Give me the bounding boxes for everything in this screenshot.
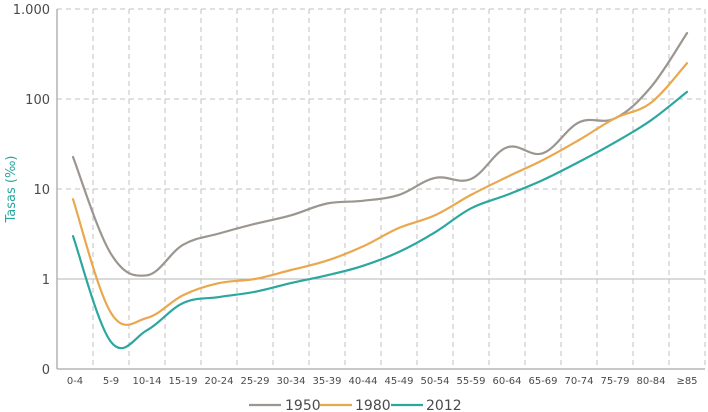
x-tick-label: 55-59 bbox=[456, 376, 485, 387]
x-tick-label: 80-84 bbox=[636, 376, 665, 387]
x-tick-label: 10-14 bbox=[132, 376, 161, 387]
x-tick-label: 40-44 bbox=[348, 376, 377, 387]
y-tick-label: 0 bbox=[42, 363, 50, 378]
x-axis-ticks: 0-4 5-9 10-14 15-19 20-24 25-29 30-34 35-39 40-4… bbox=[67, 376, 698, 387]
gridlines bbox=[57, 8, 706, 369]
x-tick-label: 60-64 bbox=[492, 376, 521, 387]
x-tick-label: 30-34 bbox=[276, 376, 305, 387]
legend-label-1980: 1980 bbox=[355, 398, 391, 412]
x-tick-label: 25-29 bbox=[240, 376, 269, 387]
x-tick-label: ≥85 bbox=[676, 376, 697, 387]
legend-label-2012: 2012 bbox=[426, 398, 462, 412]
x-tick-label: 15-19 bbox=[168, 376, 197, 387]
x-tick-label: 45-49 bbox=[384, 376, 413, 387]
series-line-1950 bbox=[71, 32, 689, 277]
x-tick-label: 70-74 bbox=[564, 376, 593, 387]
y-tick-label: 1.000 bbox=[13, 3, 50, 18]
legend-label-1950: 1950 bbox=[285, 398, 321, 412]
y-tick-label: 1 bbox=[42, 273, 50, 288]
x-tick-label: 35-39 bbox=[312, 376, 341, 387]
x-tick-label: 50-54 bbox=[420, 376, 449, 387]
x-tick-label: 0-4 bbox=[67, 376, 83, 387]
x-tick-label: 5-9 bbox=[103, 376, 119, 387]
y-tick-label: 100 bbox=[25, 93, 50, 108]
series-line-2012 bbox=[71, 90, 689, 350]
y-tick-label: 10 bbox=[33, 183, 50, 198]
x-tick-label: 20-24 bbox=[204, 376, 233, 387]
series-line-1980 bbox=[71, 62, 689, 326]
series-lines bbox=[71, 32, 689, 350]
x-tick-label: 75-79 bbox=[600, 376, 629, 387]
y-axis-label: Tasas (‰) bbox=[4, 156, 19, 224]
x-tick-label: 65-69 bbox=[528, 376, 557, 387]
legend: 1950 1980 2012 bbox=[249, 398, 462, 412]
